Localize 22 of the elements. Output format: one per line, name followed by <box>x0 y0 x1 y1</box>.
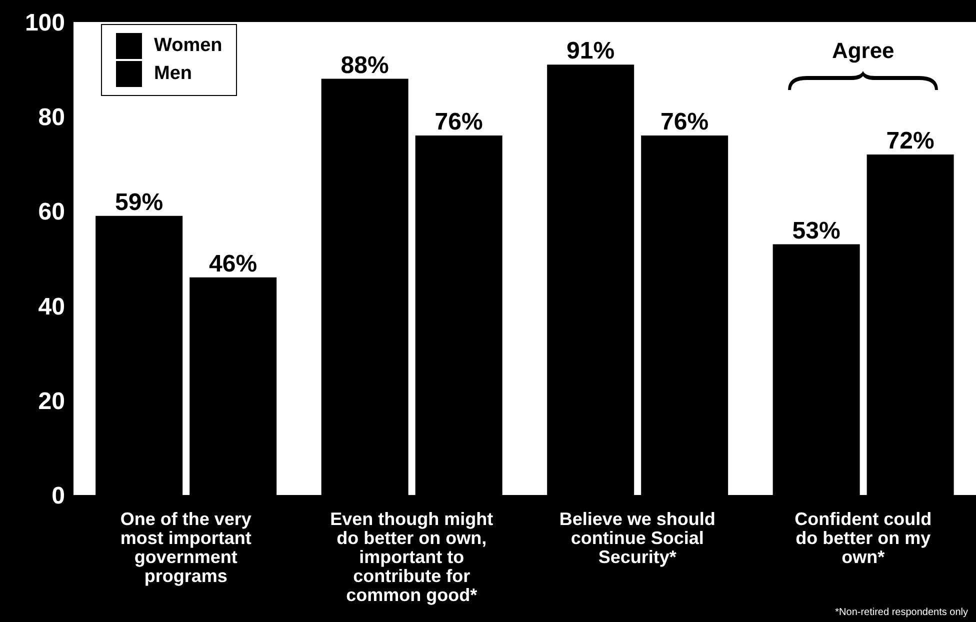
y-tick-label: 100 <box>24 10 65 37</box>
data-label: 76% <box>660 108 709 136</box>
data-label: 91% <box>566 38 615 65</box>
y-tick-label: 40 <box>38 293 65 320</box>
annotation: Agree <box>830 38 896 64</box>
y-tick-label: 60 <box>38 198 65 226</box>
y-tick-label: 80 <box>38 104 65 132</box>
x-tick-label: One of the very most important government programs <box>120 509 252 586</box>
y-tick-label: 0 <box>52 482 65 510</box>
data-label: 72% <box>886 127 934 154</box>
y-tick-label: 20 <box>38 388 65 415</box>
data-label: 53% <box>792 217 840 244</box>
data-label: 46% <box>209 250 258 278</box>
x-tick-label: Believe we should continue Social Security* <box>559 509 716 567</box>
text: *Non-retired respondents only <box>835 607 968 618</box>
data-label: 59% <box>115 188 164 216</box>
data-label: 76% <box>434 108 483 136</box>
legend-label: Women <box>154 35 222 57</box>
data-label: 88% <box>340 52 389 79</box>
x-tick-label: Even though might do better on own, important to contribute for common good* <box>330 509 494 605</box>
legend-label: Men <box>154 63 192 85</box>
x-tick-label: Confident could do better on my own* <box>794 509 932 567</box>
